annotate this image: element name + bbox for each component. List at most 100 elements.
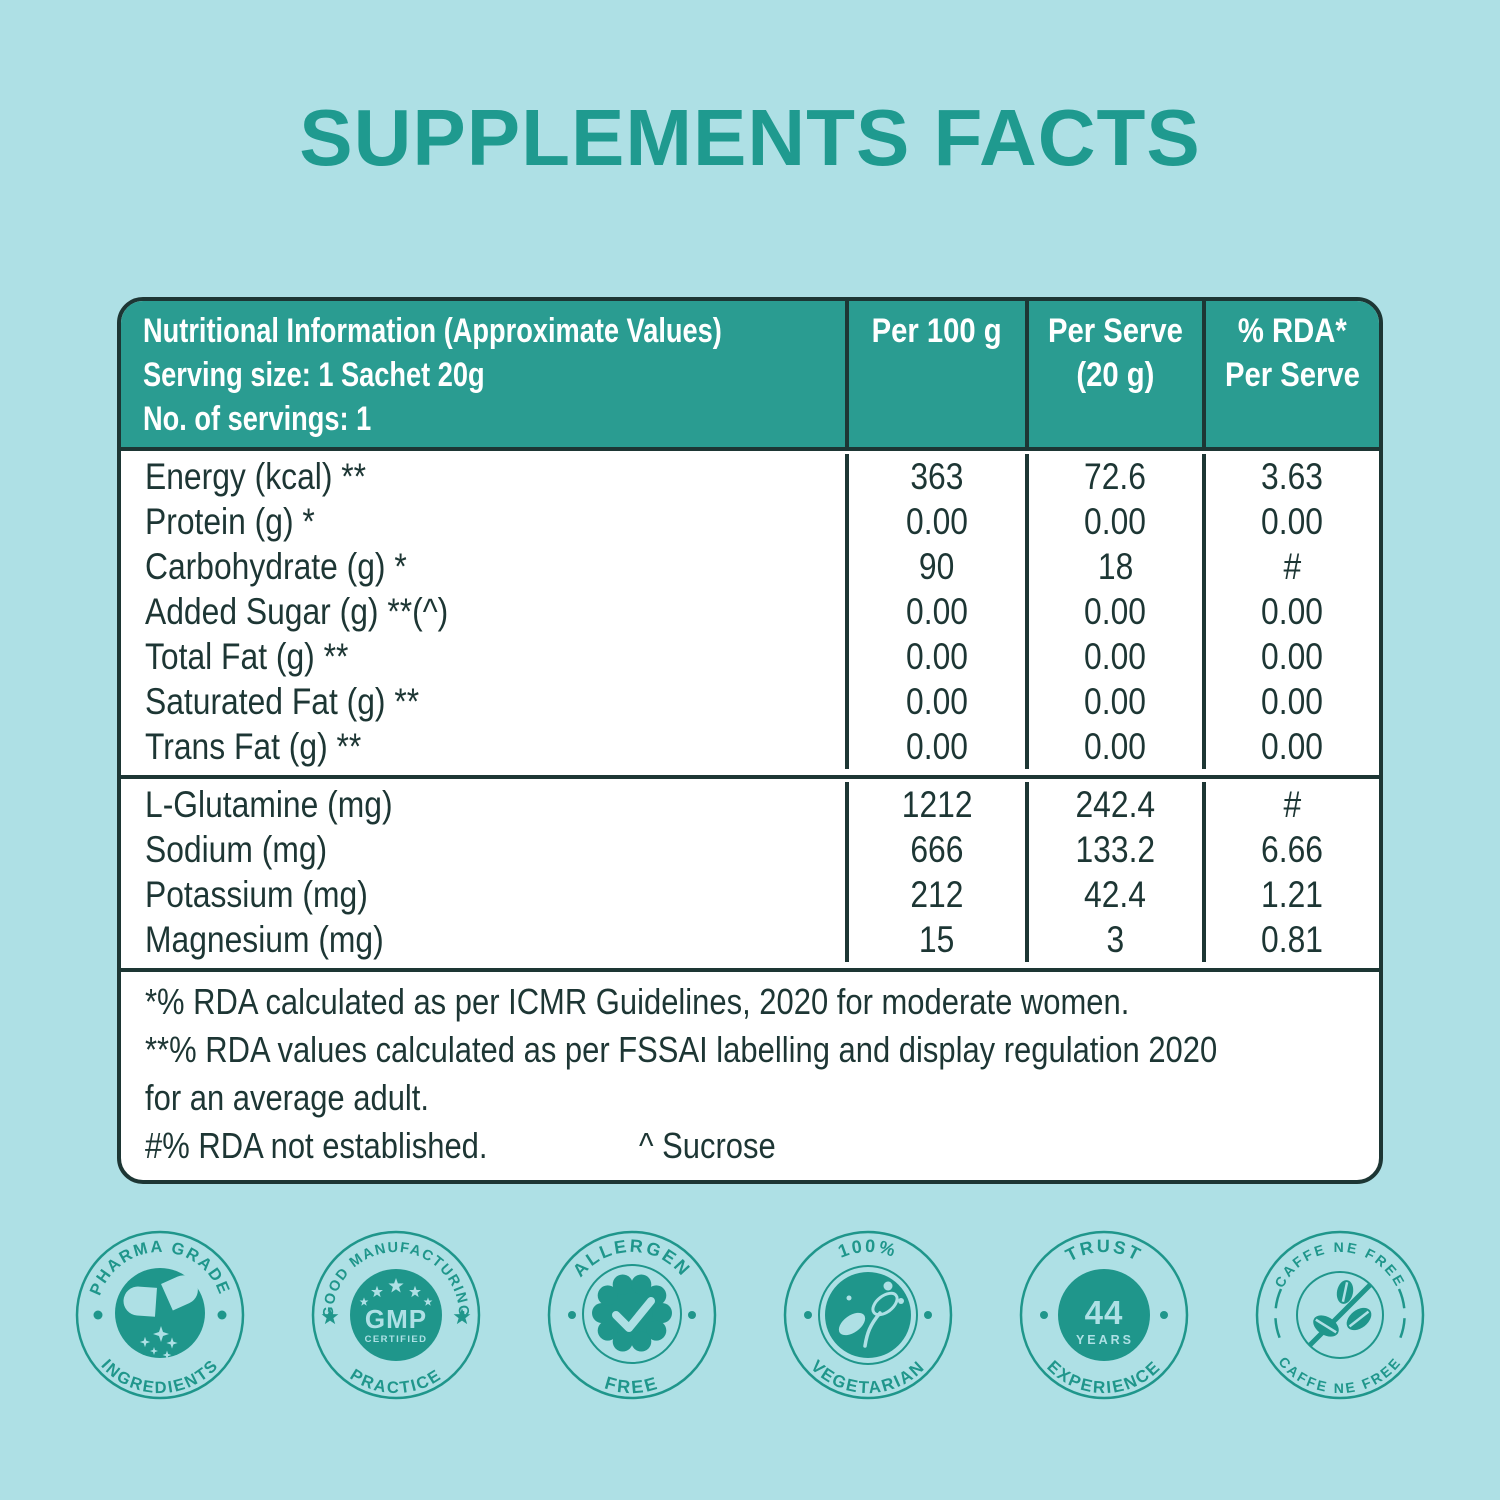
micro-nutrients-section: L-Glutamine (mg) Sodium (mg) Potassium (…: [121, 779, 1379, 972]
arc-decoration: [1397, 1288, 1406, 1342]
row-value: 0.00: [1084, 726, 1147, 767]
row-value: #: [1283, 784, 1302, 825]
dot-decoration: [804, 1311, 812, 1319]
nutrition-table: Nutritional Information (Approximate Val…: [117, 297, 1383, 1184]
badge-trust-experience: TRUST EXPERIENCE 44 YEARS: [1019, 1230, 1189, 1400]
page-title: SUPPLEMENTS FACTS: [299, 93, 1201, 182]
certification-badges: PHARMA GRADE INGREDIENTS GOOD: [0, 1229, 1500, 1401]
capsule-icon: [115, 1268, 205, 1360]
badge-top-label: 100%: [835, 1236, 900, 1262]
badge-allergen-free: ALLERGEN FREE: [547, 1230, 717, 1400]
row-label: Sodium (mg): [145, 829, 328, 870]
badge-bottom-label: VEGETARIAN: [807, 1356, 929, 1397]
row-value: 42.4: [1084, 874, 1147, 915]
per-100g-column: 1212 666 212 15: [845, 782, 1025, 962]
label-column: L-Glutamine (mg) Sodium (mg) Potassium (…: [121, 782, 845, 962]
footnote-line: **% RDA values calculated as per FSSAI l…: [145, 1029, 1218, 1070]
row-value: 72.6: [1084, 456, 1147, 497]
badge-100-vegetarian: 100% VEGETARIAN: [783, 1230, 953, 1400]
badge-center-subtext: YEARS: [1076, 1333, 1134, 1347]
row-label: Total Fat (g) **: [145, 636, 349, 677]
row-value: 0.00: [906, 726, 968, 767]
badge-center-text: GMP: [365, 1304, 427, 1334]
table-header: Nutritional Information (Approximate Val…: [121, 301, 1379, 451]
badge-top-label: TRUST: [1062, 1236, 1145, 1265]
plant-icon: [818, 1265, 918, 1365]
badge-bottom-label: PRACTICE: [347, 1366, 445, 1397]
row-value: 0.00: [1261, 636, 1324, 677]
row-value: 0.00: [906, 591, 968, 632]
row-value: 0.00: [1261, 591, 1324, 632]
row-value: 0.00: [906, 636, 968, 677]
macro-nutrients-section: Energy (kcal) ** Protein (g) * Carbohydr…: [121, 451, 1379, 779]
badge-center-text: 44: [1085, 1294, 1124, 1331]
row-value: 15: [919, 919, 955, 960]
row-label: Carbohydrate (g) *: [145, 546, 407, 587]
row-label: L-Glutamine (mg): [145, 784, 393, 825]
badge-bottom-label: INGREDIENTS: [98, 1356, 223, 1397]
badge-pharma-grade: PHARMA GRADE INGREDIENTS: [75, 1230, 245, 1400]
badge-center-subtext: CERTIFIED: [365, 1334, 428, 1345]
row-value: 1212: [901, 784, 973, 825]
row-value: 666: [910, 829, 964, 870]
gmp-seal-icon: GMP CERTIFIED: [350, 1269, 442, 1361]
per-serve-column: 72.6 0.00 18 0.00 0.00 0.00 0.00: [1025, 454, 1202, 769]
row-value: 0.00: [906, 501, 968, 542]
row-label: Magnesium (mg): [145, 919, 384, 960]
header-line: Nutritional Information (Approximate Val…: [143, 312, 722, 350]
badge-caffeine-free: CAFFE NE FREE CAFFE NE FREE: [1255, 1230, 1425, 1400]
rda-column: # 6.66 1.21 0.81: [1202, 782, 1379, 962]
header-col-per-serve: Per Serve (20 g): [1025, 301, 1202, 447]
dot-decoration: [1040, 1311, 1048, 1319]
row-value: 242.4: [1075, 784, 1156, 825]
dot-decoration: [688, 1311, 696, 1319]
row-label: Energy (kcal) **: [145, 456, 367, 497]
row-value: 212: [910, 874, 964, 915]
star-icon: [321, 1308, 339, 1325]
row-value: 133.2: [1075, 829, 1156, 870]
badge-bottom-label: EXPERIENCE: [1043, 1357, 1164, 1398]
dot-decoration: [93, 1310, 103, 1320]
row-value: 0.00: [1261, 726, 1324, 767]
header-line: No. of servings: 1: [143, 400, 372, 438]
per-serve-column: 242.4 133.2 42.4 3: [1025, 782, 1202, 962]
header-col-rda: % RDA* Per Serve: [1202, 301, 1379, 447]
row-value: 0.00: [1261, 681, 1324, 722]
row-label: Trans Fat (g) **: [145, 726, 362, 767]
badge-gmp-certified: GOOD MANUFACTURING PRACTICE GMP CERTIFIE…: [311, 1230, 481, 1400]
header-col-per-100g: Per 100 g: [845, 301, 1025, 447]
row-value: #: [1283, 546, 1302, 587]
badge-bottom-label: FREE: [602, 1373, 661, 1398]
rda-column: 3.63 0.00 # 0.00 0.00 0.00 0.00: [1202, 454, 1379, 769]
footnote-line: *% RDA calculated as per ICMR Guidelines…: [145, 981, 1130, 1022]
no-caffeine-icon: [1296, 1271, 1384, 1359]
label-column: Energy (kcal) ** Protein (g) * Carbohydr…: [121, 454, 845, 769]
per-100g-column: 363 0.00 90 0.00 0.00 0.00 0.00: [845, 454, 1025, 769]
dot-decoration: [568, 1311, 576, 1319]
header-line: Serving size: 1 Sachet 20g: [143, 356, 485, 394]
dot-decoration: [924, 1311, 932, 1319]
footnote-line: for an average adult.: [145, 1077, 430, 1118]
row-label: Added Sugar (g) **(^): [145, 591, 449, 632]
star-icon: [453, 1308, 471, 1325]
row-value: 1.21: [1261, 874, 1324, 915]
row-value: 0.00: [906, 681, 968, 722]
row-value: 90: [919, 546, 955, 587]
check-seal-icon: [582, 1264, 682, 1364]
footnotes: *% RDA calculated as per ICMR Guidelines…: [121, 972, 1379, 1180]
header-col-description: Nutritional Information (Approximate Val…: [121, 301, 845, 447]
row-value: 0.81: [1261, 919, 1324, 960]
dot-decoration: [217, 1310, 227, 1320]
badge-bottom-label: CAFFE NE FREE: [1275, 1354, 1404, 1396]
row-value: 0.00: [1084, 681, 1147, 722]
row-label: Protein (g) *: [145, 501, 315, 542]
years-seal-icon: 44 YEARS: [1058, 1269, 1150, 1361]
row-label: Potassium (mg): [145, 874, 368, 915]
dot-decoration: [1160, 1311, 1168, 1319]
row-value: 0.00: [1084, 591, 1147, 632]
row-value: 3.63: [1261, 456, 1324, 497]
row-label: Saturated Fat (g) **: [145, 681, 420, 722]
row-value: 0.00: [1084, 636, 1147, 677]
row-value: 18: [1097, 546, 1134, 587]
